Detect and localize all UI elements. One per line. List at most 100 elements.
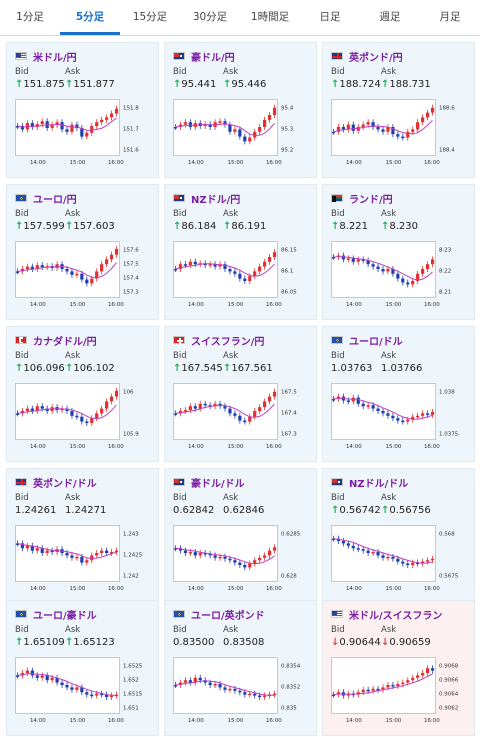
ask-value: ↑0.56756 (381, 505, 431, 516)
candle (173, 127, 178, 129)
mini-chart[interactable]: 0.6285 0.628 14:00 15:00 16:00 (173, 525, 310, 595)
candle (188, 122, 192, 127)
candle (60, 408, 64, 411)
pair-name[interactable]: スイスフラン/円 (191, 336, 265, 348)
arrow-down-icon: ↓ (381, 637, 390, 648)
pair-name[interactable]: ユーロ/円 (33, 194, 77, 206)
rate-card[interactable]: ユーロ/ドル Bid Ask 1.03763 1.03766 1.038 1.0375 14:… (322, 326, 475, 462)
candle (178, 411, 183, 414)
candle (366, 550, 370, 553)
candle (258, 407, 262, 411)
tab-1[interactable]: 1分足 (16, 11, 44, 23)
bid-label: Bid (15, 351, 29, 361)
candle (361, 124, 365, 127)
arrow-up-icon: ↑ (381, 505, 390, 516)
pair-name[interactable]: 英ポンド/ドル (33, 478, 97, 490)
rate-card[interactable]: 豪ドル/円 Bid Ask ↑95.441 ↑95.446 95.4 95.3 95.2 14:… (164, 42, 317, 178)
mini-chart[interactable]: 0.8354 0.8352 0.835 14:00 15:00 16:00 (173, 657, 310, 727)
candle (386, 556, 390, 559)
candle (100, 550, 104, 553)
candle (401, 420, 405, 423)
tab-5[interactable]: 1時間足 (250, 11, 290, 23)
mini-chart[interactable]: 0.9068 0.9066 0.9064 0.9062 14:00 15:00 16:00 (331, 657, 468, 727)
candle (248, 416, 252, 422)
mini-chart[interactable]: 151.8 151.7 151.6 14:00 15:00 16:00 (15, 99, 152, 169)
candle (223, 556, 227, 559)
candle (381, 687, 385, 690)
tab-8[interactable]: 月足 (439, 11, 461, 23)
pair-name[interactable]: 米ドル/円 (33, 52, 77, 64)
candle (90, 278, 94, 284)
pair-name[interactable]: 豪ドル/円 (191, 52, 235, 64)
y-tick-label: 157.5 (123, 262, 139, 268)
tab-2[interactable]: 5分足 (60, 0, 120, 35)
mini-chart[interactable]: 8.23 8.22 8.21 14:00 15:00 16:00 (331, 241, 468, 311)
pair-name[interactable]: 米ドル/スイスフラン (349, 610, 443, 622)
mini-chart[interactable]: 95.4 95.3 95.2 14:00 15:00 16:00 (173, 99, 310, 169)
rate-card[interactable]: カナダドル/円 Bid Ask ↑106.096 ↑106.102 106 105.9 14:… (6, 326, 159, 462)
ask-text: 188.731 (389, 79, 431, 90)
bid-label: Bid (331, 625, 345, 635)
tab-7[interactable]: 週足 (379, 11, 401, 23)
mini-chart[interactable]: 188.6 188.4 14:00 15:00 16:00 (331, 99, 468, 169)
pair-name[interactable]: ランド/円 (349, 194, 393, 206)
mini-chart[interactable]: 0.568 0.5675 14:00 15:00 16:00 (331, 525, 468, 595)
mini-chart[interactable]: 1.243 1.2425 1.242 14:00 15:00 16:00 (15, 525, 152, 595)
candle (90, 694, 94, 697)
candle (356, 397, 360, 404)
pair-name[interactable]: ユーロ/豪ドル (33, 610, 97, 622)
mini-chart[interactable]: 167.5 167.4 167.3 14:00 15:00 16:00 (173, 383, 310, 453)
rate-card[interactable]: スイスフラン/円 Bid Ask ↑167.545 ↑167.561 167.5 167.4… (164, 326, 317, 462)
tab-4[interactable]: 30分足 (192, 11, 228, 23)
card-header: カナダドル/円 (15, 333, 97, 348)
rate-card[interactable]: 英ポンド/ドル Bid Ask 1.24261 1.24271 1.243 1.2425 1.… (6, 468, 159, 604)
chart-svg: 106 105.9 14:00 15:00 16:00 (15, 383, 139, 450)
arrow-up-icon: ↑ (15, 363, 24, 374)
rate-card[interactable]: 米ドル/スイスフラン Bid Ask ↓0.90644 ↓0.90659 0.9068 0.… (322, 600, 475, 736)
moving-average-line (17, 262, 117, 279)
candle (371, 552, 375, 554)
candle (371, 405, 375, 409)
au-flag-icon (173, 478, 185, 486)
pair-name[interactable]: 豪ドル/ドル (191, 478, 245, 490)
bid-value: ↑86.184 (173, 221, 216, 232)
candle (50, 677, 54, 681)
nz-flag-icon (331, 478, 343, 486)
x-tick-label: 16:00 (108, 160, 124, 166)
candle (188, 406, 192, 411)
candle (85, 279, 89, 284)
pair-name[interactable]: NZドル/ドル (349, 478, 409, 490)
mini-chart[interactable]: 157.6 157.5 157.4 157.3 14:00 15:00 16:00 (15, 241, 152, 311)
pair-name[interactable]: 英ポンド/円 (349, 52, 403, 64)
candle (183, 264, 187, 266)
ask-value: 0.62846 (223, 505, 264, 516)
candle (178, 124, 183, 127)
chart-svg: 1.6525 1.652 1.6515 1.651 14:00 15:00 16:00 (15, 657, 143, 724)
pair-name[interactable]: ユーロ/ドル (349, 336, 403, 348)
tab-3[interactable]: 15分足 (132, 11, 168, 23)
rate-card[interactable]: ユーロ/英ポンド Bid Ask 0.83500 0.83508 0.8354 0.8352… (164, 600, 317, 736)
pair-name[interactable]: カナダドル/円 (33, 336, 97, 348)
rate-card[interactable]: ユーロ/豪ドル Bid Ask ↑1.65109 ↑1.65123 1.6525 1.652… (6, 600, 159, 736)
x-tick-label: 15:00 (69, 718, 85, 724)
candle (258, 557, 262, 561)
rate-card[interactable]: 英ポンド/円 Bid Ask ↑188.724 ↑188.731 188.6 188.4 14… (322, 42, 475, 178)
rate-card[interactable]: 米ドル/円 Bid Ask ↑151.875 ↑151.877 151.8 151.7 151… (6, 42, 159, 178)
ask-value: ↑106.102 (65, 363, 115, 374)
mini-chart[interactable]: 1.6525 1.652 1.6515 1.651 14:00 15:00 16:00 (15, 657, 152, 727)
rate-card[interactable]: ユーロ/円 Bid Ask ↑157.599 ↑157.603 157.6 157.5 157… (6, 184, 159, 320)
candle (391, 685, 395, 687)
mini-chart[interactable]: 1.038 1.0375 14:00 15:00 16:00 (331, 383, 468, 453)
mini-chart[interactable]: 86.15 86.1 86.05 14:00 15:00 16:00 (173, 241, 310, 311)
candle (90, 126, 94, 133)
tab-6[interactable]: 日足 (319, 11, 341, 23)
pair-name[interactable]: ユーロ/英ポンド (191, 610, 265, 622)
rate-card[interactable]: NZドル/ドル Bid Ask ↑0.56742 ↑0.56756 0.568 0.5675… (322, 468, 475, 604)
candle (109, 113, 114, 118)
candle (346, 258, 350, 260)
rate-card[interactable]: NZドル/円 Bid Ask ↑86.184 ↑86.191 86.15 86.1 86.05… (164, 184, 317, 320)
rate-card[interactable]: ランド/円 Bid Ask ↑8.221 ↑8.230 8.23 8.22 8.21 14:00… (322, 184, 475, 320)
mini-chart[interactable]: 106 105.9 14:00 15:00 16:00 (15, 383, 152, 453)
pair-name[interactable]: NZドル/円 (191, 194, 241, 206)
rate-card[interactable]: 豪ドル/ドル Bid Ask 0.62842 0.62846 0.6285 0.628 14:… (164, 468, 317, 604)
